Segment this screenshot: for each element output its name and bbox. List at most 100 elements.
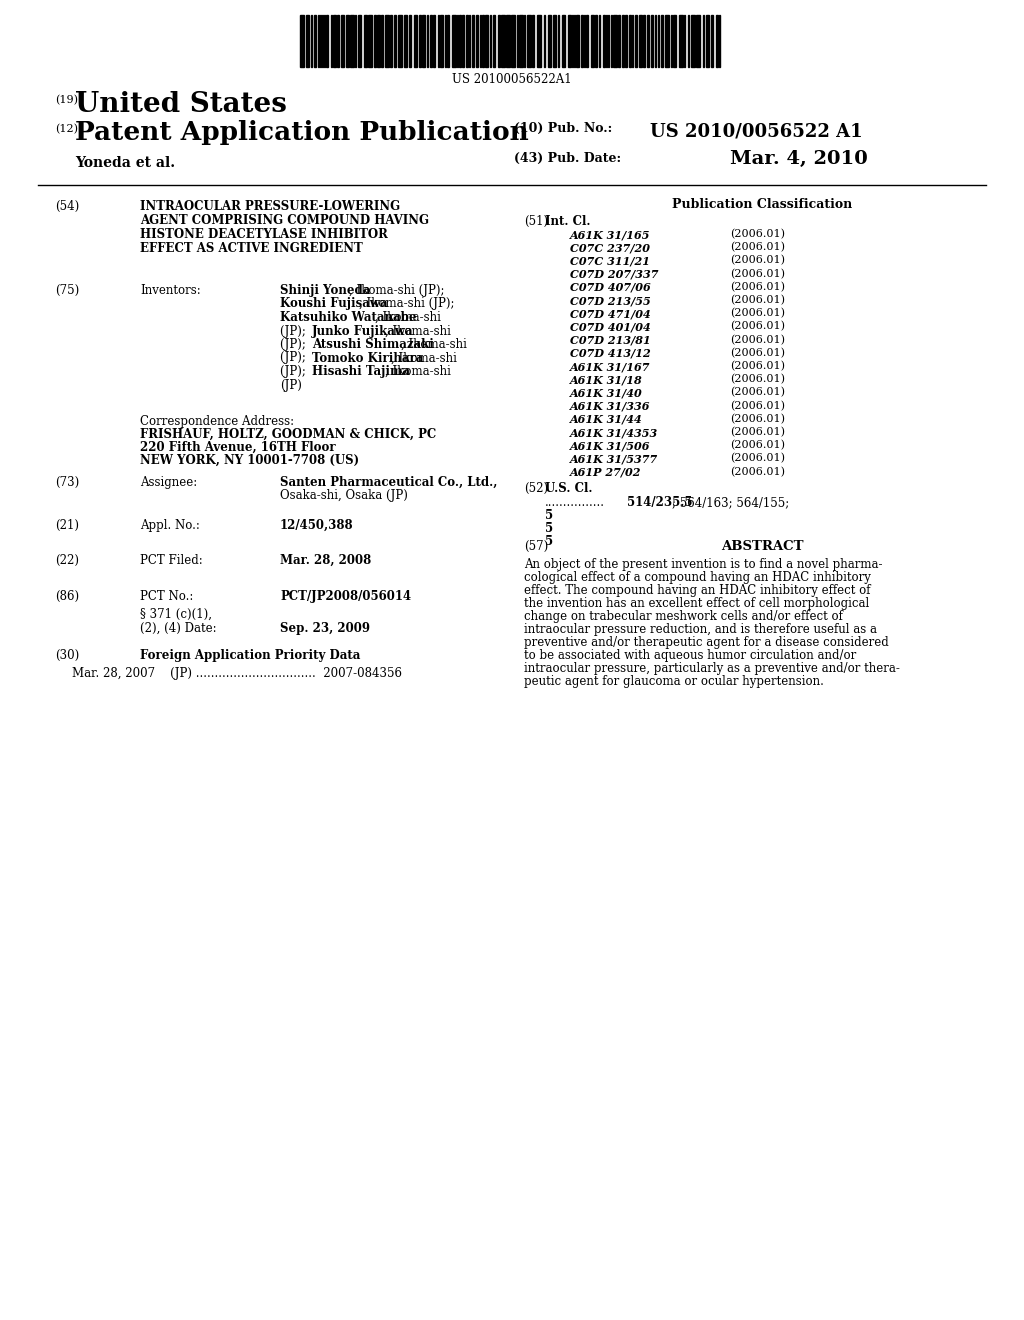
Text: Koushi Fujisawa: Koushi Fujisawa bbox=[280, 297, 388, 310]
Bar bbox=[493, 15, 495, 67]
Text: AGENT COMPRISING COMPOUND HAVING: AGENT COMPRISING COMPOUND HAVING bbox=[140, 214, 429, 227]
Text: Int. Cl.: Int. Cl. bbox=[545, 215, 591, 228]
Bar bbox=[306, 15, 309, 67]
Text: Mar. 4, 2010: Mar. 4, 2010 bbox=[730, 150, 867, 168]
Bar bbox=[385, 15, 389, 67]
Bar bbox=[581, 15, 583, 67]
Bar bbox=[622, 15, 624, 67]
Text: , Ikoma-shi: , Ikoma-shi bbox=[375, 312, 440, 323]
Text: PCT Filed:: PCT Filed: bbox=[140, 554, 203, 568]
Text: (JP);: (JP); bbox=[280, 366, 309, 378]
Bar bbox=[532, 15, 534, 67]
Text: (2006.01): (2006.01) bbox=[730, 400, 785, 411]
Text: the invention has an excellent effect of cell morphological: the invention has an excellent effect of… bbox=[524, 597, 869, 610]
Text: Patent Application Publication: Patent Application Publication bbox=[75, 120, 528, 145]
Text: Publication Classification: Publication Classification bbox=[672, 198, 852, 211]
Text: (12): (12) bbox=[55, 124, 78, 135]
Text: A61K 31/40: A61K 31/40 bbox=[570, 387, 643, 399]
Bar bbox=[665, 15, 669, 67]
Bar bbox=[643, 15, 645, 67]
Text: C07D 213/55: C07D 213/55 bbox=[570, 294, 650, 306]
Text: US 2010/0056522 A1: US 2010/0056522 A1 bbox=[650, 121, 862, 140]
Text: Santen Pharmaceutical Co., Ltd.,: Santen Pharmaceutical Co., Ltd., bbox=[280, 477, 498, 488]
Text: Mar. 28, 2008: Mar. 28, 2008 bbox=[280, 554, 372, 568]
Text: Osaka-shi, Osaka (JP): Osaka-shi, Osaka (JP) bbox=[280, 490, 408, 503]
Text: intraocular pressure reduction, and is therefore useful as a: intraocular pressure reduction, and is t… bbox=[524, 623, 877, 636]
Bar bbox=[548, 15, 551, 67]
Text: Shinji Yoneda: Shinji Yoneda bbox=[280, 284, 371, 297]
Text: (2), (4) Date:: (2), (4) Date: bbox=[140, 622, 217, 635]
Text: Hisashi Tajima: Hisashi Tajima bbox=[311, 366, 410, 378]
Bar bbox=[422, 15, 425, 67]
Bar bbox=[459, 15, 461, 67]
Bar bbox=[625, 15, 627, 67]
Text: (2006.01): (2006.01) bbox=[730, 347, 785, 358]
Text: INTRAOCULAR PRESSURE-LOWERING: INTRAOCULAR PRESSURE-LOWERING bbox=[140, 201, 400, 213]
Bar bbox=[716, 15, 718, 67]
Text: A61K 31/167: A61K 31/167 bbox=[570, 360, 650, 372]
Text: A61P 27/02: A61P 27/02 bbox=[570, 466, 641, 478]
Bar bbox=[462, 15, 464, 67]
Bar bbox=[390, 15, 392, 67]
Bar bbox=[639, 15, 642, 67]
Text: (2006.01): (2006.01) bbox=[730, 242, 785, 252]
Bar bbox=[651, 15, 653, 67]
Text: EFFECT AS ACTIVE INGREDIENT: EFFECT AS ACTIVE INGREDIENT bbox=[140, 242, 362, 255]
Bar bbox=[575, 15, 579, 67]
Text: A61K 31/336: A61K 31/336 bbox=[570, 400, 650, 412]
Text: (2006.01): (2006.01) bbox=[730, 294, 785, 305]
Text: cological effect of a compound having an HDAC inhibitory: cological effect of a compound having an… bbox=[524, 572, 870, 583]
Bar bbox=[398, 15, 402, 67]
Text: Atsushi Shimazaki: Atsushi Shimazaki bbox=[311, 338, 433, 351]
Text: C07D 413/12: C07D 413/12 bbox=[570, 347, 650, 359]
Bar bbox=[350, 15, 354, 67]
Text: (73): (73) bbox=[55, 477, 79, 488]
Text: (75): (75) bbox=[55, 284, 79, 297]
Bar bbox=[662, 15, 663, 67]
Bar bbox=[381, 15, 383, 67]
Text: (JP);: (JP); bbox=[280, 338, 309, 351]
Text: (51): (51) bbox=[524, 215, 548, 228]
Bar bbox=[562, 15, 565, 67]
Text: (2006.01): (2006.01) bbox=[730, 374, 785, 384]
Bar bbox=[506, 15, 510, 67]
Bar bbox=[414, 15, 417, 67]
Text: C07C 311/21: C07C 311/21 bbox=[570, 255, 650, 267]
Text: 220 Fifth Avenue, 16TH Floor: 220 Fifth Avenue, 16TH Floor bbox=[140, 441, 336, 454]
Bar bbox=[501, 15, 505, 67]
Text: (2006.01): (2006.01) bbox=[730, 281, 785, 292]
Text: 12/450,388: 12/450,388 bbox=[280, 519, 353, 532]
Text: , Ikoma-shi: , Ikoma-shi bbox=[385, 325, 452, 338]
Text: A61K 31/18: A61K 31/18 bbox=[570, 374, 643, 385]
Text: Junko Fujikawa: Junko Fujikawa bbox=[311, 325, 414, 338]
Text: (57): (57) bbox=[524, 540, 548, 553]
Bar bbox=[519, 15, 523, 67]
Bar bbox=[613, 15, 617, 67]
Text: § 371 (c)(1),: § 371 (c)(1), bbox=[140, 609, 212, 620]
Bar bbox=[466, 15, 468, 67]
Text: to be associated with aqueous humor circulation and/or: to be associated with aqueous humor circ… bbox=[524, 649, 856, 663]
Text: ; 564/163; 564/155;: ; 564/163; 564/155; bbox=[673, 496, 790, 510]
Bar bbox=[706, 15, 709, 67]
Text: Sep. 23, 2009: Sep. 23, 2009 bbox=[280, 622, 370, 635]
Bar bbox=[404, 15, 407, 67]
Text: NEW YORK, NY 10001-7708 (US): NEW YORK, NY 10001-7708 (US) bbox=[140, 454, 359, 467]
Bar bbox=[377, 15, 380, 67]
Text: A61K 31/5377: A61K 31/5377 bbox=[570, 453, 658, 465]
Text: peutic agent for glaucoma or ocular hypertension.: peutic agent for glaucoma or ocular hype… bbox=[524, 675, 824, 688]
Text: (JP);: (JP); bbox=[280, 325, 309, 338]
Text: Correspondence Address:: Correspondence Address: bbox=[140, 414, 294, 428]
Bar bbox=[595, 15, 597, 67]
Text: Tomoko Kirihara: Tomoko Kirihara bbox=[311, 351, 423, 364]
Bar bbox=[364, 15, 367, 67]
Bar bbox=[409, 15, 411, 67]
Text: , Ikoma-shi: , Ikoma-shi bbox=[401, 338, 467, 351]
Text: Assignee:: Assignee: bbox=[140, 477, 198, 488]
Bar bbox=[635, 15, 637, 67]
Bar bbox=[452, 15, 456, 67]
Bar bbox=[440, 15, 443, 67]
Bar bbox=[430, 15, 432, 67]
Text: (2006.01): (2006.01) bbox=[730, 466, 785, 477]
Text: , Ikoma-shi: , Ikoma-shi bbox=[391, 351, 457, 364]
Text: (54): (54) bbox=[55, 201, 79, 213]
